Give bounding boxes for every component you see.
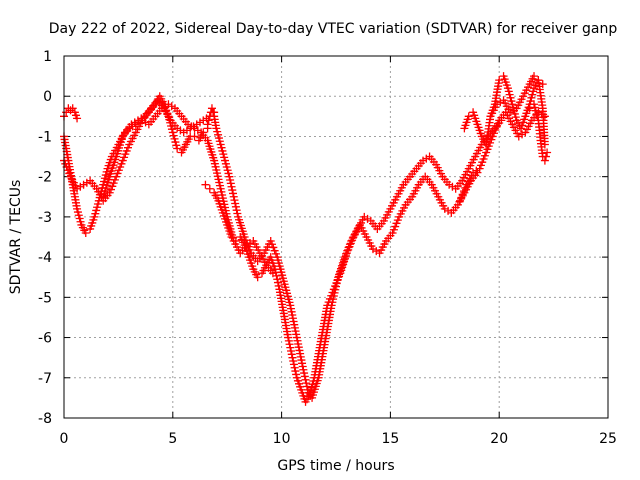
data-point — [209, 108, 218, 117]
data-point — [226, 176, 235, 185]
data-point — [302, 379, 311, 388]
satellite-track-5 — [203, 104, 506, 402]
x-tick-label: 15 — [381, 431, 399, 447]
satellite-track-3 — [60, 92, 212, 205]
data-point — [290, 363, 299, 372]
data-point — [540, 156, 549, 165]
data-point — [231, 237, 240, 246]
x-tick-label: 25 — [599, 431, 617, 447]
data-point — [299, 365, 308, 374]
data-point — [73, 114, 82, 123]
y-axis-label: SDTVAR / TECUs — [8, 180, 24, 295]
x-tick-label: 5 — [168, 431, 177, 447]
satellite-track-6 — [201, 168, 482, 406]
satellite-track-2 — [60, 96, 219, 237]
data-point — [231, 202, 240, 211]
plot-frame — [63, 55, 609, 419]
y-tick-label: -3 — [38, 210, 52, 226]
data-point — [292, 370, 301, 379]
data-point — [81, 228, 90, 237]
data-point — [495, 76, 504, 85]
data-point — [227, 233, 236, 241]
chart-title: Day 222 of 2022, Sidereal Day-to-day VTE… — [49, 21, 618, 37]
data-point — [226, 179, 235, 188]
data-point — [287, 346, 296, 355]
data-point — [287, 350, 296, 359]
data-point — [271, 268, 280, 277]
satellite-track-10 — [525, 100, 552, 165]
data-point — [229, 192, 238, 201]
data-point — [530, 72, 539, 81]
data-point — [301, 375, 310, 384]
data-point — [273, 278, 282, 287]
data-point — [190, 132, 199, 141]
data-point — [232, 206, 241, 215]
data-point — [225, 172, 234, 181]
x-tick-label: 0 — [60, 431, 69, 447]
data-point — [286, 343, 295, 352]
satellite-track-1 — [60, 104, 82, 123]
y-tick-label: -1 — [38, 129, 52, 145]
data-point — [201, 180, 210, 189]
y-tick-label: -7 — [38, 371, 52, 387]
data-point — [285, 340, 294, 349]
data-point — [273, 275, 282, 284]
data-point — [300, 369, 309, 378]
data-point — [289, 357, 298, 366]
y-tick-label: -6 — [38, 331, 52, 347]
data-point — [525, 104, 534, 113]
data-point — [289, 360, 298, 369]
data-point — [288, 353, 297, 362]
data-point — [464, 112, 473, 121]
satellite-track-9 — [486, 72, 549, 149]
data-point — [228, 186, 237, 195]
x-tick-label: 10 — [273, 431, 291, 447]
data-point — [540, 112, 549, 121]
data-point — [274, 281, 283, 290]
satellite-track-8 — [460, 72, 547, 149]
data-point — [284, 336, 293, 345]
x-tick-label: 20 — [490, 431, 508, 447]
data-point — [284, 333, 293, 342]
data-point — [541, 152, 550, 161]
data-points — [60, 72, 552, 406]
data-point — [302, 382, 311, 391]
data-point — [227, 182, 236, 191]
data-point — [253, 273, 262, 282]
data-point — [207, 104, 216, 113]
y-tick-label: 1 — [43, 49, 52, 65]
data-point — [204, 116, 213, 125]
data-point — [229, 189, 238, 198]
data-point — [233, 209, 242, 218]
data-point — [68, 104, 77, 113]
data-point — [543, 148, 552, 157]
data-point — [205, 184, 214, 193]
y-tick-label: -5 — [38, 290, 52, 306]
y-tick-label: 0 — [43, 89, 52, 105]
y-tick-label: -4 — [38, 250, 52, 266]
y-tick-label: -8 — [38, 411, 52, 427]
data-point — [231, 199, 240, 208]
data-point — [272, 271, 281, 280]
data-point — [173, 144, 182, 153]
data-point — [203, 120, 212, 129]
data-point — [230, 196, 239, 205]
data-point — [271, 265, 280, 274]
x-axis-label: GPS time / hours — [277, 458, 394, 474]
data-point — [300, 372, 309, 381]
y-tick-label: -2 — [38, 170, 52, 186]
grid-lines — [64, 56, 608, 418]
data-point — [291, 367, 300, 376]
